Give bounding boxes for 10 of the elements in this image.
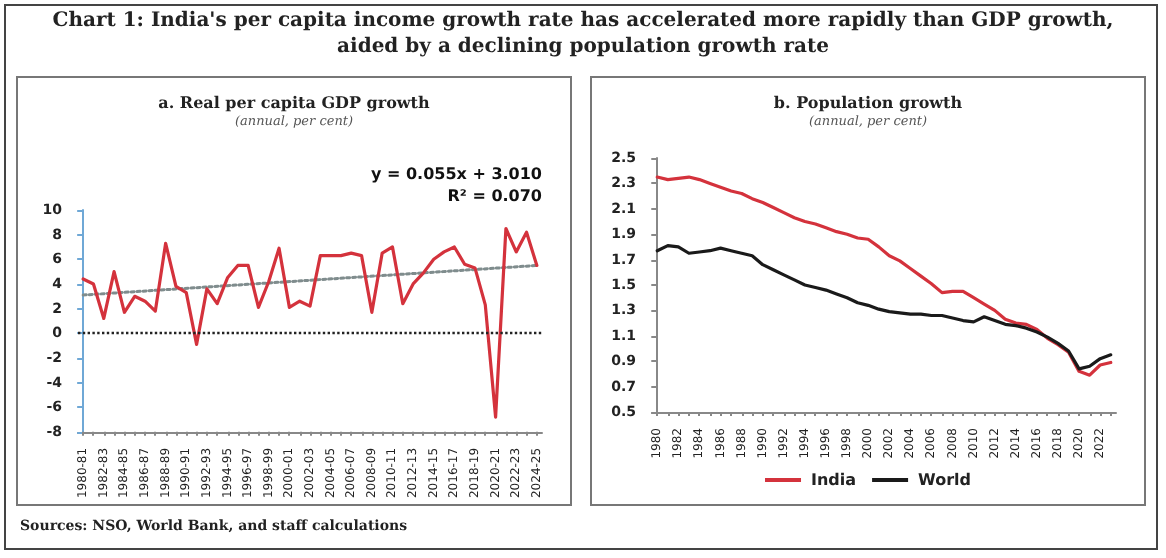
chart-title: b. Population growth — [773, 92, 963, 112]
legend-label: India — [811, 471, 857, 489]
line-series — [81, 226, 539, 419]
chart-title: a. Real per capita GDP growth — [158, 92, 431, 112]
legend-label: World — [918, 471, 972, 489]
caption: Chart 1: India's per capita income growth rate has accelerated more rapidly than GDP growth, aided by a declining population growth rate — [50, 8, 1116, 60]
text: y = 0.055x + 3.010 — [370, 165, 543, 183]
line-series — [655, 175, 1113, 377]
text: R² = 0.070 — [447, 187, 543, 205]
line-series — [655, 244, 1113, 371]
